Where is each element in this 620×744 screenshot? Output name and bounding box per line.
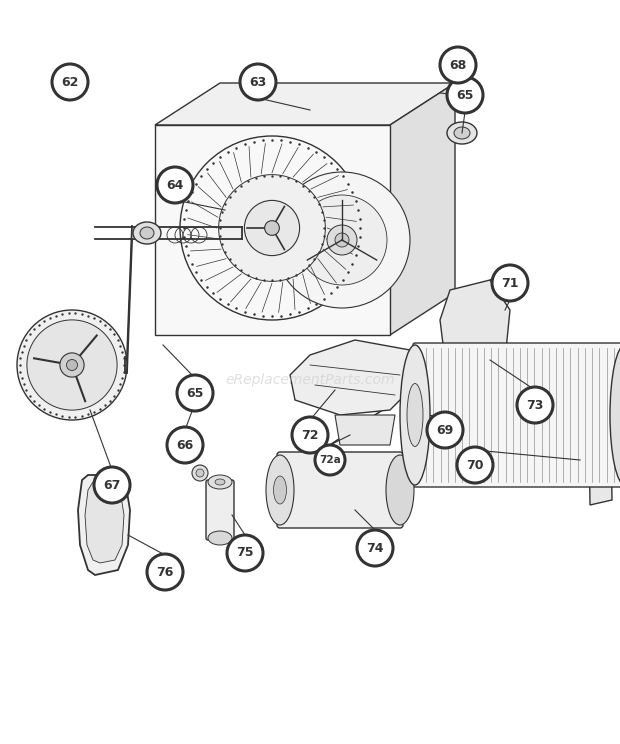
Text: 72a: 72a xyxy=(319,455,341,465)
Polygon shape xyxy=(290,340,420,415)
Circle shape xyxy=(192,465,208,481)
Ellipse shape xyxy=(407,383,423,446)
Circle shape xyxy=(447,77,483,113)
Text: 70: 70 xyxy=(466,458,484,472)
Circle shape xyxy=(357,530,393,566)
Text: 68: 68 xyxy=(450,59,467,71)
Circle shape xyxy=(219,175,326,281)
Circle shape xyxy=(297,195,387,285)
Polygon shape xyxy=(390,83,455,335)
Ellipse shape xyxy=(454,127,470,139)
Text: 73: 73 xyxy=(526,399,544,411)
Ellipse shape xyxy=(400,345,430,485)
Text: 76: 76 xyxy=(156,565,174,579)
Polygon shape xyxy=(440,280,510,375)
Text: 75: 75 xyxy=(236,547,254,559)
Polygon shape xyxy=(78,475,130,575)
Circle shape xyxy=(265,221,280,235)
Text: 71: 71 xyxy=(501,277,519,289)
Ellipse shape xyxy=(447,122,477,144)
Circle shape xyxy=(244,200,299,256)
Circle shape xyxy=(167,427,203,463)
Circle shape xyxy=(52,64,88,100)
Polygon shape xyxy=(335,415,395,445)
Circle shape xyxy=(147,554,183,590)
Circle shape xyxy=(66,359,78,371)
Text: 63: 63 xyxy=(249,75,267,89)
Circle shape xyxy=(94,467,130,503)
Ellipse shape xyxy=(273,476,286,504)
Ellipse shape xyxy=(140,227,154,239)
Text: 69: 69 xyxy=(436,423,454,437)
Ellipse shape xyxy=(215,479,225,485)
Circle shape xyxy=(517,387,553,423)
Circle shape xyxy=(240,64,276,100)
Circle shape xyxy=(292,417,328,453)
Circle shape xyxy=(157,167,193,203)
Polygon shape xyxy=(490,265,520,300)
Circle shape xyxy=(27,320,117,410)
Text: eReplacementParts.com: eReplacementParts.com xyxy=(225,373,395,387)
Circle shape xyxy=(274,172,410,308)
Circle shape xyxy=(492,265,528,301)
Polygon shape xyxy=(85,482,124,563)
Circle shape xyxy=(315,445,345,475)
Circle shape xyxy=(196,469,204,477)
Ellipse shape xyxy=(386,455,414,525)
Circle shape xyxy=(457,447,493,483)
Polygon shape xyxy=(155,83,455,125)
Circle shape xyxy=(17,310,127,420)
Text: 64: 64 xyxy=(166,179,184,191)
Circle shape xyxy=(440,47,476,83)
Ellipse shape xyxy=(208,475,232,489)
Polygon shape xyxy=(588,355,612,505)
Ellipse shape xyxy=(610,345,620,485)
Text: 67: 67 xyxy=(104,478,121,492)
Circle shape xyxy=(335,233,349,247)
Circle shape xyxy=(227,535,263,571)
Circle shape xyxy=(177,375,213,411)
Circle shape xyxy=(180,136,364,320)
Text: 62: 62 xyxy=(61,75,79,89)
Text: 66: 66 xyxy=(176,438,193,452)
Circle shape xyxy=(60,353,84,377)
FancyBboxPatch shape xyxy=(413,343,620,487)
Circle shape xyxy=(327,225,357,255)
Circle shape xyxy=(427,412,463,448)
Ellipse shape xyxy=(266,455,294,525)
Text: 72: 72 xyxy=(301,429,319,441)
Text: 65: 65 xyxy=(187,386,204,400)
FancyBboxPatch shape xyxy=(206,480,234,540)
Ellipse shape xyxy=(133,222,161,244)
Polygon shape xyxy=(155,125,390,335)
FancyBboxPatch shape xyxy=(277,452,403,528)
Text: 65: 65 xyxy=(456,89,474,101)
Ellipse shape xyxy=(208,531,232,545)
Text: 74: 74 xyxy=(366,542,384,554)
